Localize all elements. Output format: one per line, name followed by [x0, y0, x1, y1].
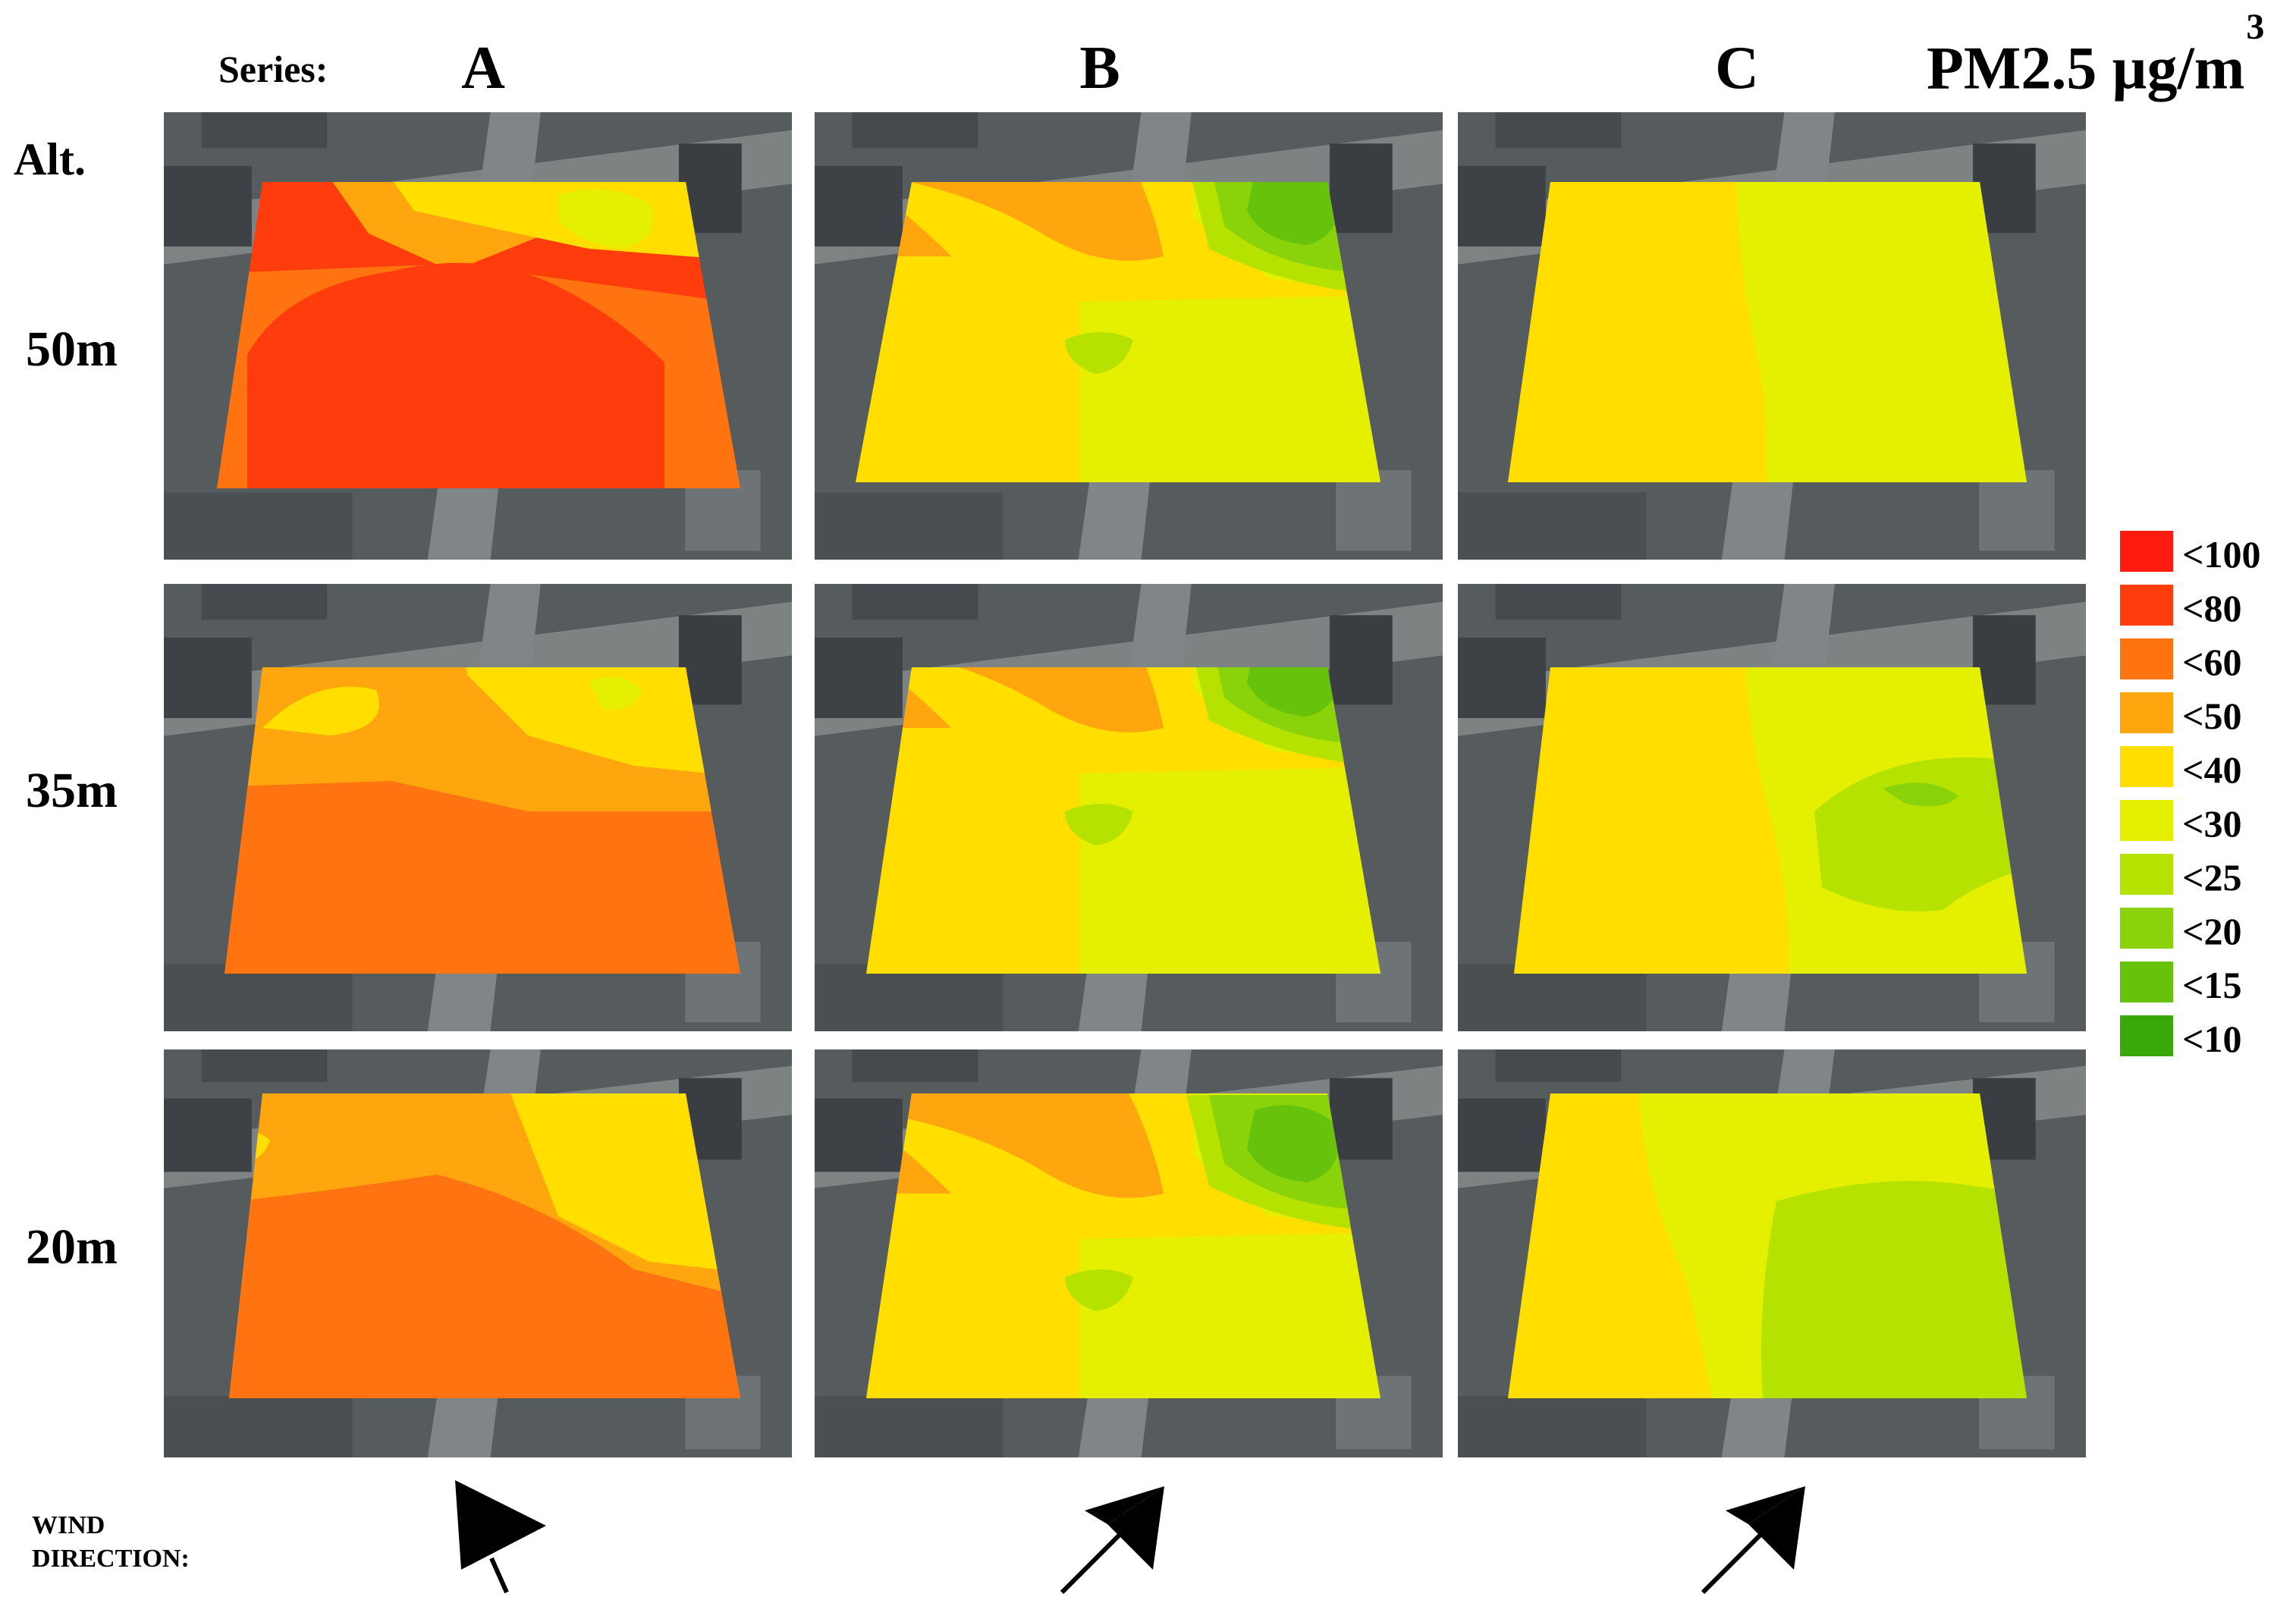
contour-zone — [866, 1093, 1164, 1198]
unit-exponent: 3 — [2246, 7, 2265, 47]
contour-zone — [361, 182, 740, 264]
row-label-35m: 35m — [26, 763, 118, 818]
map-panel-b-20m — [815, 1049, 1443, 1457]
legend-label: <10 — [2182, 1018, 2242, 1060]
contour-zone — [1247, 182, 1340, 245]
legend-swatch — [2120, 854, 2173, 895]
legend-swatch — [2120, 800, 2173, 841]
legend-swatch — [2120, 962, 2173, 1002]
legend-label: <80 — [2182, 587, 2242, 629]
contour-zone — [1080, 1231, 1380, 1398]
map-panel-b-50m — [815, 112, 1443, 560]
contour-zone — [860, 182, 1164, 261]
column-header-a: A — [461, 35, 505, 102]
legend-swatch — [2120, 908, 2173, 949]
wind-arrow-icon — [1701, 1486, 1805, 1595]
legend-label: <60 — [2182, 641, 2242, 683]
contour-zone — [262, 686, 379, 736]
map-panel-c-50m — [1458, 112, 2086, 560]
contour-zone — [1065, 1269, 1133, 1311]
wind-arrow-icon — [1060, 1486, 1164, 1595]
contour-zone — [1065, 804, 1133, 845]
legend-label: <15 — [2182, 964, 2242, 1006]
legend-item: <25 — [2120, 854, 2296, 899]
contour-zone — [866, 667, 1164, 733]
row-label-20m: 20m — [26, 1219, 118, 1275]
column-header-c: C — [1715, 35, 1759, 102]
pm25-overlay — [217, 182, 740, 488]
legend-swatch — [2120, 746, 2173, 787]
pm25-overlay — [225, 667, 740, 974]
legend-item: <15 — [2120, 962, 2296, 1007]
legend-item: <20 — [2120, 908, 2296, 953]
contour-zone — [1247, 667, 1340, 717]
contour-zone — [589, 676, 642, 710]
contour-zone — [1080, 766, 1380, 974]
contour-zone — [1761, 1181, 2027, 1398]
legend-swatch — [2120, 531, 2173, 572]
contour-zone — [247, 262, 664, 488]
legend-label: <25 — [2182, 856, 2242, 899]
contour-zone — [1247, 1105, 1340, 1182]
contour-zone — [225, 781, 740, 974]
legend-label: <100 — [2182, 533, 2261, 576]
row-label-50m: 50m — [26, 322, 118, 377]
contour-zone — [1080, 294, 1380, 482]
pm25-overlay — [1508, 1093, 2027, 1398]
legend-item: <80 — [2120, 585, 2296, 630]
contour-zone — [1065, 332, 1133, 374]
wind-arrow-icon — [455, 1480, 546, 1594]
legend-label: <30 — [2182, 802, 2242, 845]
legend-item: <40 — [2120, 746, 2296, 792]
map-panel-c-35m — [1458, 584, 2086, 1031]
unit-label: PM2.5 µg/m3 — [1927, 7, 2265, 102]
legend-swatch — [2120, 692, 2173, 733]
map-panel-b-35m — [815, 584, 1443, 1031]
contour-zone — [229, 1175, 740, 1398]
legend-item: <10 — [2120, 1015, 2296, 1061]
map-panel-c-20m — [1458, 1049, 2086, 1457]
pm25-overlay — [229, 1093, 740, 1398]
legend-item: <60 — [2120, 638, 2296, 684]
map-panel-a-35m — [164, 584, 792, 1031]
pm25-overlay — [856, 182, 1380, 482]
map-panel-a-20m — [164, 1049, 792, 1457]
legend-item: <30 — [2120, 800, 2296, 845]
legend-swatch — [2120, 1015, 2173, 1056]
legend-label: <40 — [2182, 748, 2242, 791]
legend-label: <50 — [2182, 695, 2242, 737]
legend-swatch — [2120, 585, 2173, 626]
legend-item: <100 — [2120, 531, 2296, 576]
series-label: Series: — [218, 48, 328, 90]
map-panel-a-50m — [164, 112, 792, 560]
legend-item: <50 — [2120, 692, 2296, 738]
column-header-b: B — [1079, 35, 1120, 102]
pm25-overlay — [866, 667, 1380, 974]
altitude-axis-label: Alt. — [14, 134, 86, 184]
contour-zone — [1883, 783, 1958, 807]
contour-zone — [558, 190, 653, 249]
legend-label: <20 — [2182, 910, 2242, 952]
legend-swatch — [2120, 638, 2173, 679]
wind-direction-label: WIND DIRECTION: — [32, 1511, 190, 1573]
